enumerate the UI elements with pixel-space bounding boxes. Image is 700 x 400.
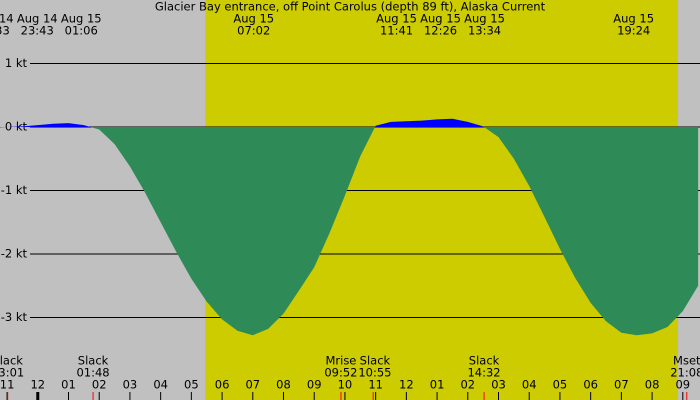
x-tick-label: 03 bbox=[491, 378, 506, 392]
x-tick-label: 10 bbox=[338, 378, 353, 392]
event-time: 09:52 bbox=[324, 366, 357, 380]
x-tick-label: 07 bbox=[614, 378, 629, 392]
event-time: 21:08 bbox=[670, 366, 700, 380]
x-tick-label: 01 bbox=[61, 378, 76, 392]
x-tick-label: 04 bbox=[153, 378, 168, 392]
y-tick-label: -1 kt bbox=[1, 183, 28, 197]
x-tick-label: 07 bbox=[245, 378, 260, 392]
y-tick-label: -3 kt bbox=[1, 310, 28, 324]
y-tick-label: -2 kt bbox=[1, 246, 28, 260]
event-time: 13:34 bbox=[468, 24, 501, 38]
event-time: 19:24 bbox=[617, 24, 650, 38]
event-label: Mset bbox=[673, 354, 700, 368]
x-tick-label: 05 bbox=[184, 378, 199, 392]
x-tick-label: 11 bbox=[368, 378, 383, 392]
event-time: 22:33 bbox=[0, 24, 10, 38]
x-tick-label: 08 bbox=[645, 378, 660, 392]
event-date: Aug 15 bbox=[61, 12, 102, 26]
event-date: Aug 15 bbox=[613, 12, 654, 26]
x-tick-label: 02 bbox=[92, 378, 107, 392]
event-label: Slack bbox=[78, 354, 109, 368]
ebb-area bbox=[0, 126, 699, 336]
event-time: 10:55 bbox=[358, 366, 391, 380]
event-time: 11:41 bbox=[380, 24, 413, 38]
y-tick-label: 0 kt bbox=[5, 119, 28, 133]
x-tick-label: 05 bbox=[553, 378, 568, 392]
event-date: Aug 15 bbox=[464, 12, 505, 26]
x-tick-label: 02 bbox=[460, 378, 475, 392]
x-tick-label: 06 bbox=[583, 378, 598, 392]
event-label: Mrise bbox=[325, 354, 356, 368]
event-time: 01:48 bbox=[76, 366, 109, 380]
x-tick-label: 09 bbox=[307, 378, 322, 392]
x-tick-label: 01 bbox=[430, 378, 445, 392]
event-time: 23:43 bbox=[21, 24, 54, 38]
event-date: Aug 15 bbox=[233, 12, 274, 26]
flood-area bbox=[0, 118, 699, 127]
event-time: 07:02 bbox=[237, 24, 270, 38]
event-time: 01:06 bbox=[65, 24, 98, 38]
event-time: 12:26 bbox=[424, 24, 457, 38]
x-tick-label: 03 bbox=[123, 378, 138, 392]
event-date: Aug 15 bbox=[420, 12, 461, 26]
x-tick-label: 11 bbox=[0, 378, 14, 392]
event-date: Aug 14 bbox=[17, 12, 58, 26]
x-tick-label: 08 bbox=[276, 378, 291, 392]
x-tick-label: 09 bbox=[675, 378, 690, 392]
event-label: Slack bbox=[360, 354, 391, 368]
event-label: Slack bbox=[469, 354, 500, 368]
event-date: Aug 14 bbox=[0, 12, 14, 26]
y-tick-label: 1 kt bbox=[5, 56, 28, 70]
chart-title: Glacier Bay entrance, off Point Carolus … bbox=[155, 0, 546, 14]
x-tick-label: 04 bbox=[522, 378, 537, 392]
x-tick-label: 06 bbox=[215, 378, 230, 392]
event-date: Aug 15 bbox=[376, 12, 417, 26]
event-time: 14:32 bbox=[467, 366, 500, 380]
event-time: 23:01 bbox=[0, 366, 24, 380]
x-tick-label: 12 bbox=[30, 378, 45, 392]
event-label: Slack bbox=[0, 354, 23, 368]
x-tick-label: 12 bbox=[399, 378, 414, 392]
